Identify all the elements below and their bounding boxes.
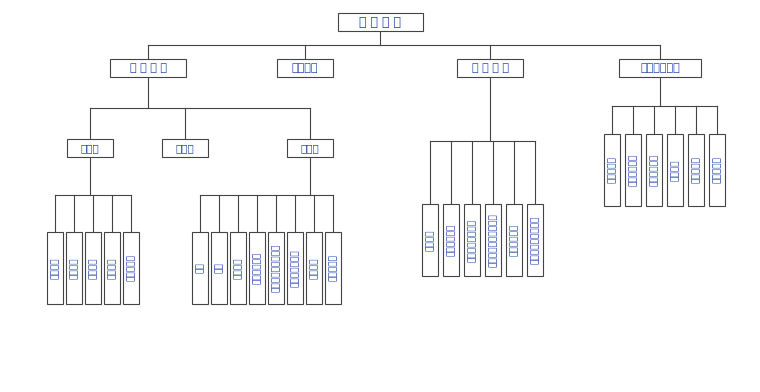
FancyBboxPatch shape: [619, 59, 701, 77]
Text: 人工费: 人工费: [176, 143, 195, 153]
FancyBboxPatch shape: [709, 134, 725, 206]
Text: 运输设备: 运输设备: [107, 257, 116, 279]
FancyBboxPatch shape: [123, 232, 139, 304]
Text: 通风设备: 通风设备: [69, 257, 78, 279]
Text: 装渣设备: 装渣设备: [88, 257, 97, 279]
FancyBboxPatch shape: [443, 204, 459, 276]
FancyBboxPatch shape: [230, 232, 246, 304]
Text: 最大拉应力: 最大拉应力: [692, 156, 701, 183]
Text: 材料费: 材料费: [301, 143, 319, 153]
FancyBboxPatch shape: [211, 232, 227, 304]
FancyBboxPatch shape: [104, 232, 120, 304]
Text: 其他因素影响: 其他因素影响: [650, 154, 658, 186]
FancyBboxPatch shape: [688, 134, 704, 206]
FancyBboxPatch shape: [667, 134, 683, 206]
FancyBboxPatch shape: [287, 232, 303, 304]
FancyBboxPatch shape: [604, 134, 620, 206]
Text: 施工交通运输方便程度: 施工交通运输方便程度: [489, 213, 498, 267]
FancyBboxPatch shape: [287, 139, 333, 157]
FancyBboxPatch shape: [646, 134, 662, 206]
Text: 风水电油: 风水电油: [309, 257, 318, 279]
FancyBboxPatch shape: [67, 139, 113, 157]
Text: 其它机械费: 其它机械费: [126, 254, 135, 281]
FancyBboxPatch shape: [464, 204, 480, 276]
FancyBboxPatch shape: [625, 134, 641, 206]
Text: 施工工期: 施工工期: [292, 63, 318, 73]
Text: 塑性区范围: 塑性区范围: [607, 156, 616, 183]
FancyBboxPatch shape: [422, 204, 438, 276]
FancyBboxPatch shape: [325, 232, 341, 304]
FancyBboxPatch shape: [485, 204, 501, 276]
FancyBboxPatch shape: [506, 204, 522, 276]
Text: 施 工 条 件: 施 工 条 件: [471, 63, 508, 73]
Text: 钻头: 钻头: [195, 263, 204, 273]
Text: 其它材料费: 其它材料费: [328, 254, 337, 281]
FancyBboxPatch shape: [66, 232, 82, 304]
Text: 预应力锚索施工材料: 预应力锚索施工材料: [271, 244, 280, 292]
FancyBboxPatch shape: [457, 59, 523, 77]
FancyBboxPatch shape: [306, 232, 322, 304]
Text: 主 要 费 用: 主 要 费 用: [129, 63, 166, 73]
Text: 施工机械利用程度: 施工机械利用程度: [467, 218, 477, 261]
Text: 施 工 方 案: 施 工 方 案: [359, 16, 401, 29]
Text: 施工通风情况: 施工通风情况: [447, 224, 455, 256]
FancyBboxPatch shape: [268, 232, 284, 304]
Text: 施工安全: 施工安全: [426, 229, 435, 251]
Text: 爆破动力影响: 爆破动力影响: [629, 154, 638, 186]
Text: 最大前应力: 最大前应力: [713, 156, 721, 183]
FancyBboxPatch shape: [85, 232, 101, 304]
FancyBboxPatch shape: [527, 204, 543, 276]
Text: 炸药: 炸药: [214, 263, 223, 273]
Text: 火工器材: 火工器材: [233, 257, 242, 279]
Text: 锚索砂浆及水泥: 锚索砂浆及水泥: [290, 249, 299, 287]
Text: 施工干扰情况: 施工干扰情况: [509, 224, 518, 256]
Text: 施工围岩稳定: 施工围岩稳定: [640, 63, 680, 73]
FancyBboxPatch shape: [162, 139, 208, 157]
FancyBboxPatch shape: [337, 13, 423, 31]
FancyBboxPatch shape: [249, 232, 265, 304]
Text: 机械费: 机械费: [81, 143, 100, 153]
FancyBboxPatch shape: [47, 232, 63, 304]
FancyBboxPatch shape: [192, 232, 208, 304]
FancyBboxPatch shape: [277, 59, 333, 77]
FancyBboxPatch shape: [110, 59, 186, 77]
Text: 最大变位: 最大变位: [670, 159, 679, 181]
Text: 钻孔设备: 钻孔设备: [50, 257, 59, 279]
Text: 锚杆及其附件: 锚杆及其附件: [252, 252, 261, 284]
Text: 已建工程的施工经验: 已建工程的施工经验: [530, 216, 540, 264]
